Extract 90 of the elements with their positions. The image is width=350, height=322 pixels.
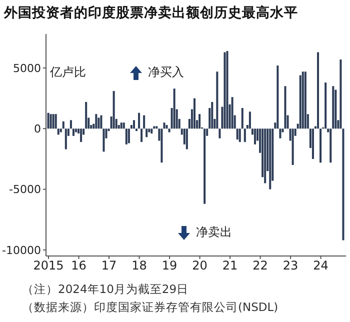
bar	[320, 128, 322, 163]
x-tick-label: 20	[192, 258, 208, 273]
bar	[231, 97, 234, 129]
bar	[47, 112, 50, 129]
bar	[70, 120, 72, 129]
bar	[85, 102, 88, 129]
bar	[224, 52, 226, 129]
bar	[52, 114, 54, 129]
bar	[125, 128, 128, 144]
bar	[218, 128, 221, 138]
text: （注）2024年10月为截至29日	[22, 282, 189, 297]
bar	[50, 114, 52, 129]
bar	[166, 124, 168, 129]
bar	[244, 128, 246, 142]
bar	[342, 128, 344, 240]
bar	[330, 128, 332, 163]
bar	[332, 86, 334, 129]
bar	[193, 98, 196, 129]
bar	[122, 122, 125, 129]
bar	[173, 88, 176, 129]
bar	[74, 128, 78, 132]
bar	[216, 72, 218, 129]
bar	[163, 122, 166, 129]
y-tick-label: -10000	[2, 244, 41, 257]
bar	[72, 128, 74, 136]
bar	[236, 128, 238, 140]
bar	[64, 128, 67, 150]
bar	[138, 112, 140, 129]
bar	[132, 120, 135, 129]
bar	[160, 128, 163, 163]
y-tick-label: 5000	[13, 62, 41, 75]
bar	[284, 86, 286, 129]
bar	[226, 50, 228, 129]
bar	[120, 122, 122, 129]
bar	[241, 108, 244, 129]
bar	[276, 66, 279, 129]
annotation: 净卖出	[196, 224, 232, 241]
y-tick-label: 0	[34, 122, 41, 136]
bar	[334, 90, 337, 129]
bar	[304, 72, 306, 129]
bar	[198, 114, 201, 129]
x-tick-label: 16	[71, 258, 86, 273]
bar	[269, 128, 272, 190]
x-tick-label: 24	[313, 258, 328, 273]
bar	[211, 102, 214, 129]
y-tick-label: -5000	[9, 183, 41, 196]
bar	[135, 128, 138, 132]
x-tick-label: 19	[162, 258, 178, 273]
annotation: 净买入	[148, 64, 184, 81]
x-tick-label: 18	[132, 258, 147, 273]
bar	[102, 128, 105, 152]
x-tick-label: 23	[282, 258, 298, 273]
bar	[98, 118, 100, 129]
bar	[302, 72, 304, 129]
bar	[62, 121, 64, 129]
x-tick-label: 17	[101, 258, 117, 273]
x-tick-label: 21	[222, 258, 238, 273]
bar	[156, 126, 158, 129]
bar	[112, 91, 115, 129]
bar	[254, 128, 256, 144]
bar	[60, 128, 62, 132]
x-tick-label: 22	[252, 258, 268, 273]
bar	[312, 128, 314, 159]
bar	[150, 128, 153, 134]
bar	[340, 59, 342, 129]
bar	[317, 52, 320, 129]
bar	[238, 128, 241, 142]
bar	[143, 115, 146, 129]
bar	[146, 128, 148, 138]
bar	[80, 128, 82, 142]
bar	[279, 128, 282, 138]
bar	[54, 114, 57, 129]
bar	[128, 128, 130, 144]
bar	[264, 128, 266, 184]
y-axis-title: 亿卢比	[50, 64, 86, 81]
bar	[204, 128, 206, 204]
bar	[292, 128, 294, 166]
bar	[248, 112, 251, 129]
bar	[100, 115, 102, 129]
bar	[324, 82, 327, 129]
bar	[95, 114, 98, 129]
bar	[153, 126, 156, 129]
text: （数据来源）印度国家证券存管有限公司(NSDL)	[22, 300, 278, 315]
x-tick-label: 2015	[33, 258, 64, 273]
bar	[168, 128, 170, 132]
bar	[57, 128, 60, 135]
bar	[140, 128, 143, 142]
bar	[299, 75, 302, 129]
bar	[186, 128, 188, 150]
chart-title: 外国投资者的印度股票净卖出额创历史最高水平	[4, 4, 298, 22]
